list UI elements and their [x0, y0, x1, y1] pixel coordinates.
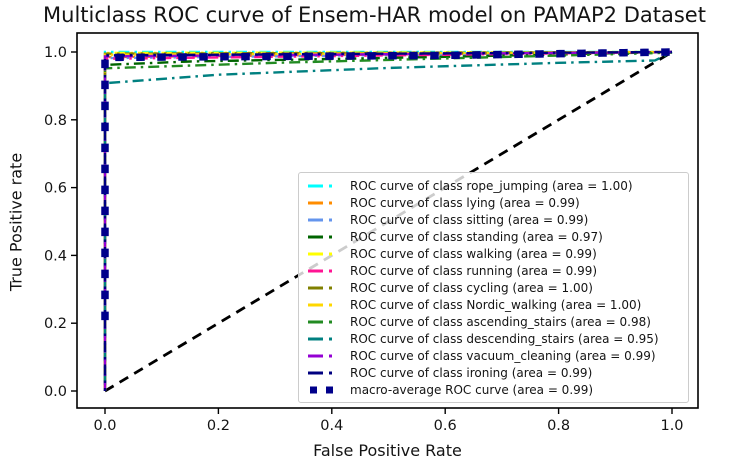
legend-item-vacuum_cleaning: ROC curve of class vacuum_cleaning (area… [307, 348, 680, 364]
legend-item-label: ROC curve of class ironing (area = 0.99) [350, 365, 593, 380]
legend-item-lying: ROC curve of class lying (area = 0.99) [307, 195, 680, 211]
legend-item-descending_stairs: ROC curve of class descending_stairs (ar… [307, 331, 680, 347]
y-axis-label: True Positive rate [6, 152, 26, 292]
x-tick-label: 0.8 [547, 418, 570, 434]
legend-item-label: ROC curve of class lying (area = 0.99) [350, 195, 580, 210]
legend-item-macro_average: macro-average ROC curve (area = 0.99) [307, 382, 680, 398]
legend-item-walking: ROC curve of class walking (area = 0.99) [307, 246, 680, 262]
legend-item-label: ROC curve of class sitting (area = 0.99) [350, 212, 589, 227]
legend-item-label: ROC curve of class cycling (area = 1.00) [350, 280, 593, 295]
roc-curve-macro_average [101, 48, 676, 321]
legend: ROC curve of class rope_jumping (area = … [298, 172, 689, 403]
y-tick-label: 0.0 [44, 384, 67, 400]
legend-item-ironing: ROC curve of class ironing (area = 0.99) [307, 365, 680, 381]
legend-item-sitting: ROC curve of class sitting (area = 0.99) [307, 212, 680, 228]
axes-frame [76, 32, 699, 409]
roc-curve-rope_jumping [103, 50, 672, 391]
legend-dashdot-swatch-icon [308, 218, 340, 221]
legend-dashdot-swatch-icon [308, 354, 340, 357]
legend-item-label: ROC curve of class ascending_stairs (are… [350, 314, 651, 329]
roc-curve-ironing [103, 50, 673, 391]
y-tick-label: 0.8 [44, 113, 67, 129]
legend-item-standing: ROC curve of class standing (area = 0.97… [307, 229, 680, 245]
legend-item-label: ROC curve of class Nordic_walking (area … [350, 297, 642, 312]
x-axis-label: False Positive Rate [313, 441, 462, 460]
x-tick-label: 0.6 [434, 418, 457, 434]
roc-curve-descending_stairs [103, 50, 673, 391]
y-tick-label: 1.0 [44, 45, 67, 61]
x-tick-label: 1.0 [660, 418, 683, 434]
legend-dashdot-swatch-icon [308, 184, 340, 187]
legend-dashdot-swatch-icon [308, 201, 340, 204]
legend-dashdot-swatch-icon [308, 286, 340, 289]
legend-dashdot-swatch-icon [308, 320, 340, 323]
chart-title: Multiclass ROC curve of Ensem-HAR model … [43, 3, 706, 27]
y-tick-label: 0.2 [44, 316, 67, 332]
legend-dashdot-swatch-icon [308, 235, 340, 238]
legend-dashdot-swatch-icon [308, 269, 340, 272]
legend-item-label: ROC curve of class standing (area = 0.97… [350, 229, 603, 244]
legend-item-running: ROC curve of class running (area = 0.99) [307, 263, 680, 279]
x-tick-label: 0.4 [320, 418, 343, 434]
x-tick-label: 0.0 [93, 418, 116, 434]
roc-curve-ascending_stairs [103, 51, 673, 391]
legend-item-label: ROC curve of class descending_stairs (ar… [350, 331, 659, 346]
legend-item-rope_jumping: ROC curve of class rope_jumping (area = … [307, 178, 680, 194]
legend-dashdot-swatch-icon [308, 303, 340, 306]
legend-dashdot-swatch-icon [308, 337, 340, 340]
y-tick-label: 0.4 [44, 248, 67, 264]
y-tick-label: 0.6 [44, 181, 67, 197]
legend-item-label: ROC curve of class running (area = 0.99) [350, 263, 598, 278]
x-tick-label: 0.2 [207, 418, 230, 434]
roc-curve-Nordic_walking [103, 50, 673, 391]
legend-item-ascending_stairs: ROC curve of class ascending_stairs (are… [307, 314, 680, 330]
legend-item-cycling: ROC curve of class cycling (area = 1.00) [307, 280, 680, 296]
legend-square-swatch-icon [310, 386, 333, 393]
legend-item-Nordic_walking: ROC curve of class Nordic_walking (area … [307, 297, 680, 313]
legend-dashdot-swatch-icon [308, 371, 340, 374]
legend-item-label: ROC curve of class walking (area = 0.99) [350, 246, 597, 261]
legend-item-label: ROC curve of class rope_jumping (area = … [350, 178, 633, 193]
legend-item-label: ROC curve of class vacuum_cleaning (area… [350, 348, 656, 363]
legend-dashdot-swatch-icon [308, 252, 340, 255]
legend-item-label: macro-average ROC curve (area = 0.99) [350, 382, 594, 397]
